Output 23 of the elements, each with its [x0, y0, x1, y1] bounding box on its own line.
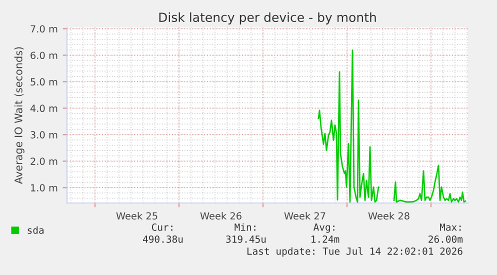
- y-tick-label: 5.0 m: [30, 78, 58, 86]
- text: 26.00m: [428, 235, 463, 243]
- text: Cur:: [152, 223, 172, 231]
- y-tick-label: 7.0 m: [30, 25, 58, 33]
- chart-title: Disk latency per device - by month: [159, 12, 376, 24]
- text: Max:: [440, 224, 461, 231]
- x-tick-label: Week 27: [284, 212, 326, 220]
- y-tick-label: 2.0 m: [30, 158, 58, 165]
- x-tick-label: Week 26: [200, 212, 242, 220]
- x-tick-label: Week 28: [368, 212, 410, 220]
- y-tick-label: 1.0 m: [31, 184, 58, 192]
- x-tick-label: Week 25: [116, 212, 158, 220]
- text: Last update: Tue Jul 14 22:02:01 2026: [247, 247, 462, 257]
- text: 490.38u: [143, 235, 183, 243]
- y-tick-label: 6.0 m: [30, 52, 58, 60]
- text: 1.24m: [312, 235, 340, 243]
- text: Min:: [234, 223, 256, 231]
- y-tick-label: 3.0 m: [30, 131, 58, 138]
- legend-label: sda: [28, 226, 44, 234]
- text: 319.45u: [226, 235, 266, 243]
- y-axis-title: Average IO Wait (seconds): [14, 47, 24, 184]
- text: Avg:: [313, 224, 334, 233]
- y-tick-label: 4.0 m: [30, 104, 58, 112]
